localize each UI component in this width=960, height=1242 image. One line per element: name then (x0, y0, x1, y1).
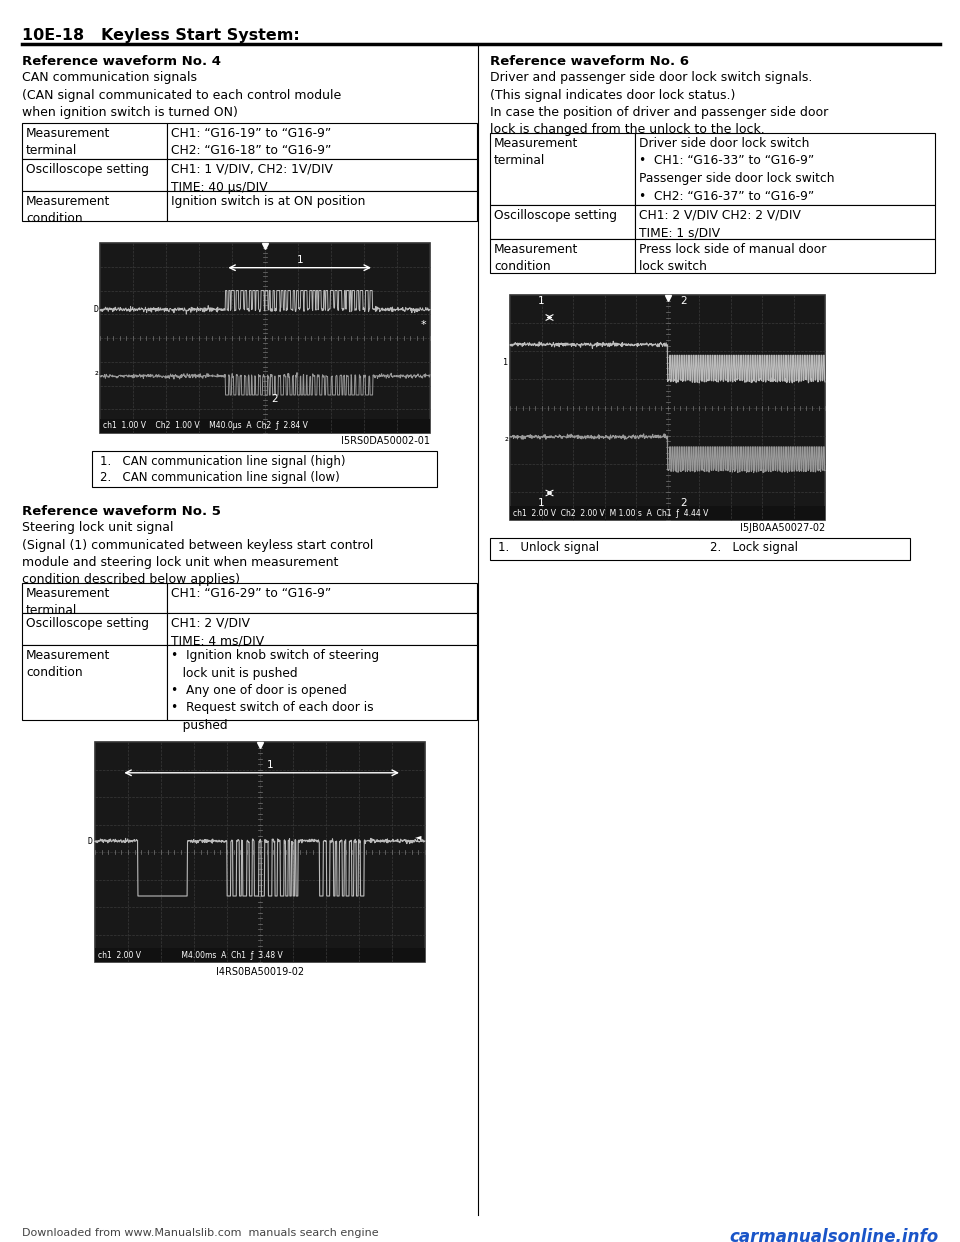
Text: Oscilloscope setting: Oscilloscope setting (494, 209, 617, 222)
Text: Measurement
terminal: Measurement terminal (26, 127, 110, 158)
Bar (167, 645, 477, 720)
Bar (490, 538, 910, 560)
Text: ch1  2.00 V                 M4.00ms  A  Ch1  ƒ  3.48 V: ch1 2.00 V M4.00ms A Ch1 ƒ 3.48 V (98, 950, 283, 960)
Bar (22, 614, 167, 645)
Text: 10E-18   Keyless Start System:: 10E-18 Keyless Start System: (22, 29, 300, 43)
Bar (100, 419, 430, 433)
Bar (22, 159, 167, 191)
Text: 1: 1 (297, 255, 303, 265)
Text: CAN communication signals
(CAN signal communicated to each control module
when i: CAN communication signals (CAN signal co… (22, 71, 341, 119)
Bar (635, 133, 935, 205)
Text: 2: 2 (272, 394, 278, 404)
Text: 1.   Unlock signal: 1. Unlock signal (498, 542, 599, 554)
Text: ◄: ◄ (415, 832, 421, 841)
Text: 1: 1 (267, 760, 274, 770)
Text: CH1: 2 V/DIV CH2: 2 V/DIV
TIME: 1 s/DIV: CH1: 2 V/DIV CH2: 2 V/DIV TIME: 1 s/DIV (639, 209, 801, 240)
Text: Reference waveform No. 5: Reference waveform No. 5 (22, 505, 221, 518)
Text: ch1  1.00 V    Ch2  1.00 V    M40.0μs  A  Ch2  ƒ  2.84 V: ch1 1.00 V Ch2 1.00 V M40.0μs A Ch2 ƒ 2.… (103, 421, 308, 431)
Text: 2.   CAN communication line signal (low): 2. CAN communication line signal (low) (100, 471, 340, 484)
Text: I5RS0DA50002-01: I5RS0DA50002-01 (341, 436, 430, 446)
Text: 2: 2 (680, 296, 686, 306)
Text: Measurement
condition: Measurement condition (26, 650, 110, 679)
Text: 2.   Lock signal: 2. Lock signal (710, 542, 798, 554)
Text: I5JB0AA50027-02: I5JB0AA50027-02 (740, 523, 825, 533)
Bar (167, 159, 477, 191)
Text: ²: ² (504, 437, 508, 447)
Text: CH1: “G16-29” to “G16-9”: CH1: “G16-29” to “G16-9” (171, 587, 331, 600)
Text: 1: 1 (539, 296, 545, 306)
Bar (490, 238, 635, 273)
Text: Downloaded from www.Manualslib.com  manuals search engine: Downloaded from www.Manualslib.com manua… (22, 1228, 378, 1238)
Text: Ignition switch is at ON position: Ignition switch is at ON position (171, 195, 366, 207)
Text: Reference waveform No. 4: Reference waveform No. 4 (22, 55, 221, 68)
Bar (22, 191, 167, 221)
Text: Steering lock unit signal
(Signal (1) communicated between keyless start control: Steering lock unit signal (Signal (1) co… (22, 520, 373, 586)
Text: CH1: 1 V/DIV, CH2: 1V/DIV
TIME: 40 μs/DIV: CH1: 1 V/DIV, CH2: 1V/DIV TIME: 40 μs/DI… (171, 163, 333, 194)
Bar (167, 614, 477, 645)
Text: 2: 2 (680, 498, 686, 508)
Bar (167, 191, 477, 221)
Text: 1.   CAN communication line signal (high): 1. CAN communication line signal (high) (100, 455, 346, 468)
Text: Measurement
condition: Measurement condition (494, 243, 578, 273)
Text: ²: ² (94, 371, 98, 381)
Text: •  Ignition knob switch of steering
   lock unit is pushed
•  Any one of door is: • Ignition knob switch of steering lock … (171, 650, 379, 732)
Bar (490, 205, 635, 238)
Bar (635, 205, 935, 238)
Text: Driver side door lock switch
•  CH1: “G16-33” to “G16-9”
Passenger side door loc: Driver side door lock switch • CH1: “G16… (639, 137, 834, 202)
Bar (22, 123, 167, 159)
Text: D: D (93, 306, 98, 314)
Bar (95, 741, 425, 963)
Text: CH1: “G16-19” to “G16-9”
CH2: “G16-18” to “G16-9”: CH1: “G16-19” to “G16-9” CH2: “G16-18” t… (171, 127, 331, 158)
Text: Press lock side of manual door
lock switch: Press lock side of manual door lock swit… (639, 243, 827, 273)
Bar (510, 505, 825, 520)
Text: Measurement
terminal: Measurement terminal (26, 587, 110, 617)
Bar (92, 451, 437, 487)
Bar (635, 238, 935, 273)
Text: 1: 1 (503, 358, 508, 366)
Bar (100, 243, 430, 433)
Text: 1: 1 (539, 498, 545, 508)
Bar (95, 948, 425, 963)
Text: Measurement
terminal: Measurement terminal (494, 137, 578, 168)
Text: carmanualsonline.info: carmanualsonline.info (729, 1228, 938, 1242)
Bar (490, 133, 635, 205)
Text: D: D (88, 837, 93, 846)
Bar (510, 296, 825, 520)
Text: Reference waveform No. 6: Reference waveform No. 6 (490, 55, 689, 68)
Text: Oscilloscope setting: Oscilloscope setting (26, 617, 149, 630)
Bar (22, 645, 167, 720)
Text: Oscilloscope setting: Oscilloscope setting (26, 163, 149, 176)
Text: ch1  2.00 V  Ch2  2.00 V  M 1.00 s  A  Ch1  ƒ  4.44 V: ch1 2.00 V Ch2 2.00 V M 1.00 s A Ch1 ƒ 4… (513, 508, 708, 518)
Text: Measurement
condition: Measurement condition (26, 195, 110, 226)
Text: *: * (420, 319, 426, 329)
Text: CH1: 2 V/DIV
TIME: 4 ms/DIV: CH1: 2 V/DIV TIME: 4 ms/DIV (171, 617, 264, 647)
Bar (167, 123, 477, 159)
Bar (167, 582, 477, 614)
Text: Driver and passenger side door lock switch signals.
(This signal indicates door : Driver and passenger side door lock swit… (490, 71, 828, 137)
Text: I4RS0BA50019-02: I4RS0BA50019-02 (216, 968, 304, 977)
Bar (22, 582, 167, 614)
